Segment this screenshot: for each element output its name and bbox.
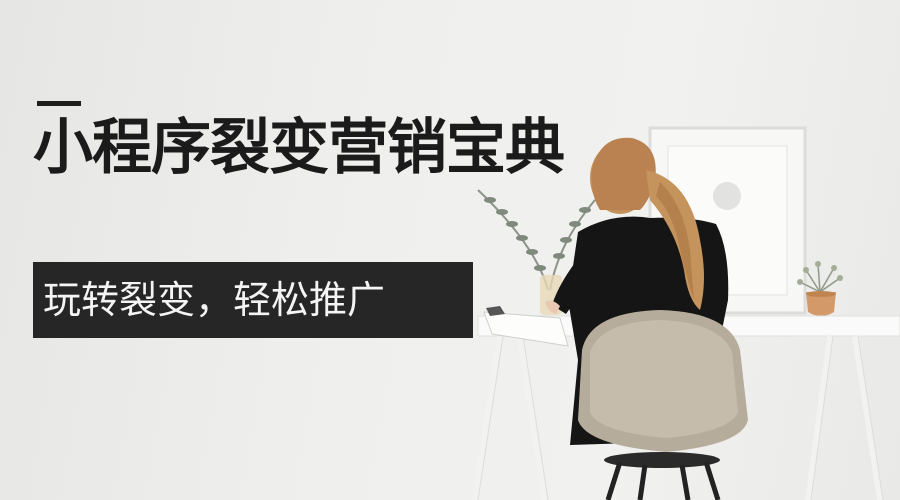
notebook-icon: [483, 306, 569, 347]
chair-icon: [578, 310, 748, 500]
plant-icon: [797, 261, 843, 316]
banner-tagline: 玩转裂变，轻松推广: [43, 278, 386, 322]
tagline-box: 玩转裂变，轻松推广: [33, 262, 473, 338]
banner-title: 小程序裂变营销宝典: [33, 113, 565, 183]
picture-frame-icon: [648, 126, 807, 315]
accent-dash: [37, 101, 81, 106]
